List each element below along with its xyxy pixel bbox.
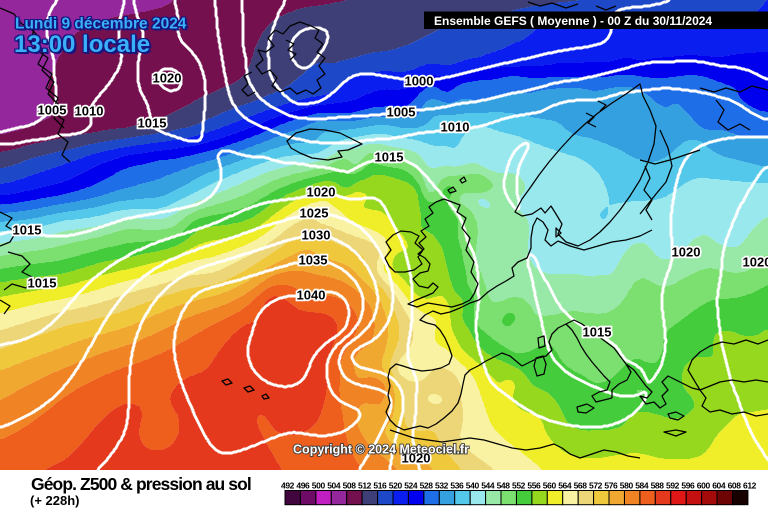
svg-text:1010: 1010 bbox=[441, 120, 470, 135]
svg-text:536: 536 bbox=[450, 481, 464, 491]
svg-text:524: 524 bbox=[404, 481, 418, 491]
svg-text:568: 568 bbox=[574, 481, 588, 491]
svg-text:592: 592 bbox=[666, 481, 680, 491]
svg-text:13:00 locale: 13:00 locale bbox=[13, 31, 149, 58]
svg-text:Lundi 9 décembre 2024: Lundi 9 décembre 2024 bbox=[14, 17, 186, 34]
svg-text:(+ 228h): (+ 228h) bbox=[30, 493, 80, 508]
svg-text:548: 548 bbox=[497, 481, 511, 491]
svg-text:492: 492 bbox=[281, 481, 295, 491]
svg-text:512: 512 bbox=[358, 481, 372, 491]
svg-text:600: 600 bbox=[697, 481, 711, 491]
svg-text:1035: 1035 bbox=[299, 253, 328, 268]
svg-text:13:00 locale: 13:00 locale bbox=[16, 31, 152, 58]
svg-text:1020: 1020 bbox=[153, 71, 182, 86]
svg-text:552: 552 bbox=[512, 481, 526, 491]
svg-text:604: 604 bbox=[712, 481, 726, 491]
svg-text:1020: 1020 bbox=[743, 255, 768, 270]
svg-text:556: 556 bbox=[527, 481, 541, 491]
svg-text:Copyright © 2024 Meteociel.fr: Copyright © 2024 Meteociel.fr bbox=[293, 443, 469, 457]
svg-text:560: 560 bbox=[543, 481, 557, 491]
svg-text:Lundi 9 décembre 2024: Lundi 9 décembre 2024 bbox=[15, 14, 187, 31]
svg-text:1000: 1000 bbox=[405, 74, 434, 89]
svg-text:13:00 locale: 13:00 locale bbox=[14, 33, 150, 60]
svg-text:1020: 1020 bbox=[672, 245, 701, 260]
svg-text:1005: 1005 bbox=[38, 103, 67, 118]
svg-text:1015: 1015 bbox=[28, 276, 57, 291]
svg-text:516: 516 bbox=[373, 481, 387, 491]
svg-text:504: 504 bbox=[327, 481, 341, 491]
svg-text:13:00 locale: 13:00 locale bbox=[16, 33, 152, 60]
svg-text:540: 540 bbox=[466, 481, 480, 491]
svg-text:612: 612 bbox=[743, 481, 757, 491]
svg-text:500: 500 bbox=[312, 481, 326, 491]
svg-text:13:00 locale: 13:00 locale bbox=[13, 30, 149, 57]
svg-text:520: 520 bbox=[389, 481, 403, 491]
svg-text:544: 544 bbox=[481, 481, 495, 491]
svg-text:Lundi 9 décembre 2024: Lundi 9 décembre 2024 bbox=[17, 17, 189, 34]
svg-text:532: 532 bbox=[435, 481, 449, 491]
svg-text:1015: 1015 bbox=[375, 150, 404, 165]
svg-text:Lundi 9 décembre 2024: Lundi 9 décembre 2024 bbox=[17, 16, 189, 33]
svg-text:1030: 1030 bbox=[302, 228, 331, 243]
svg-text:1020: 1020 bbox=[307, 185, 336, 200]
svg-text:Lundi 9 décembre 2024: Lundi 9 décembre 2024 bbox=[17, 18, 189, 35]
svg-text:1010: 1010 bbox=[75, 104, 104, 119]
svg-text:1040: 1040 bbox=[297, 288, 326, 303]
svg-text:1015: 1015 bbox=[13, 223, 42, 238]
svg-text:Lundi 9 décembre 2024: Lundi 9 décembre 2024 bbox=[15, 17, 187, 34]
svg-text:13:00 locale: 13:00 locale bbox=[14, 30, 150, 57]
svg-text:572: 572 bbox=[589, 481, 603, 491]
svg-text:Géop. Z500 & pression au sol: Géop. Z500 & pression au sol bbox=[31, 474, 251, 494]
svg-text:1005: 1005 bbox=[387, 105, 416, 120]
svg-text:Lundi 9 décembre 2024: Lundi 9 décembre 2024 bbox=[15, 16, 187, 33]
svg-text:Lundi 9 décembre 2024: Lundi 9 décembre 2024 bbox=[14, 14, 186, 31]
svg-text:580: 580 bbox=[620, 481, 634, 491]
svg-text:588: 588 bbox=[651, 481, 665, 491]
svg-text:584: 584 bbox=[635, 481, 649, 491]
svg-text:576: 576 bbox=[604, 481, 618, 491]
svg-text:Lundi 9 décembre 2024: Lundi 9 décembre 2024 bbox=[14, 16, 186, 33]
svg-text:528: 528 bbox=[420, 481, 434, 491]
svg-text:1015: 1015 bbox=[583, 325, 612, 340]
svg-text:1015: 1015 bbox=[138, 116, 167, 131]
svg-text:564: 564 bbox=[558, 481, 572, 491]
svg-text:13:00 locale: 13:00 locale bbox=[13, 32, 149, 59]
svg-text:608: 608 bbox=[728, 481, 742, 491]
svg-text:13:00 locale: 13:00 locale bbox=[14, 31, 150, 58]
svg-text:508: 508 bbox=[343, 481, 357, 491]
svg-text:596: 596 bbox=[681, 481, 695, 491]
svg-text:Ensemble GEFS ( Moyenne ) -: Ensemble GEFS ( Moyenne ) - 00 Z du 30/1… bbox=[434, 14, 712, 28]
svg-text:13:00 locale: 13:00 locale bbox=[15, 30, 151, 57]
svg-text:Lundi 9 décembre 2024: Lundi 9 décembre 2024 bbox=[16, 14, 188, 31]
svg-text:1025: 1025 bbox=[300, 206, 329, 221]
svg-text:13:00 locale: 13:00 locale bbox=[16, 33, 152, 60]
svg-text:496: 496 bbox=[296, 481, 310, 491]
svg-text:1020: 1020 bbox=[402, 451, 431, 466]
